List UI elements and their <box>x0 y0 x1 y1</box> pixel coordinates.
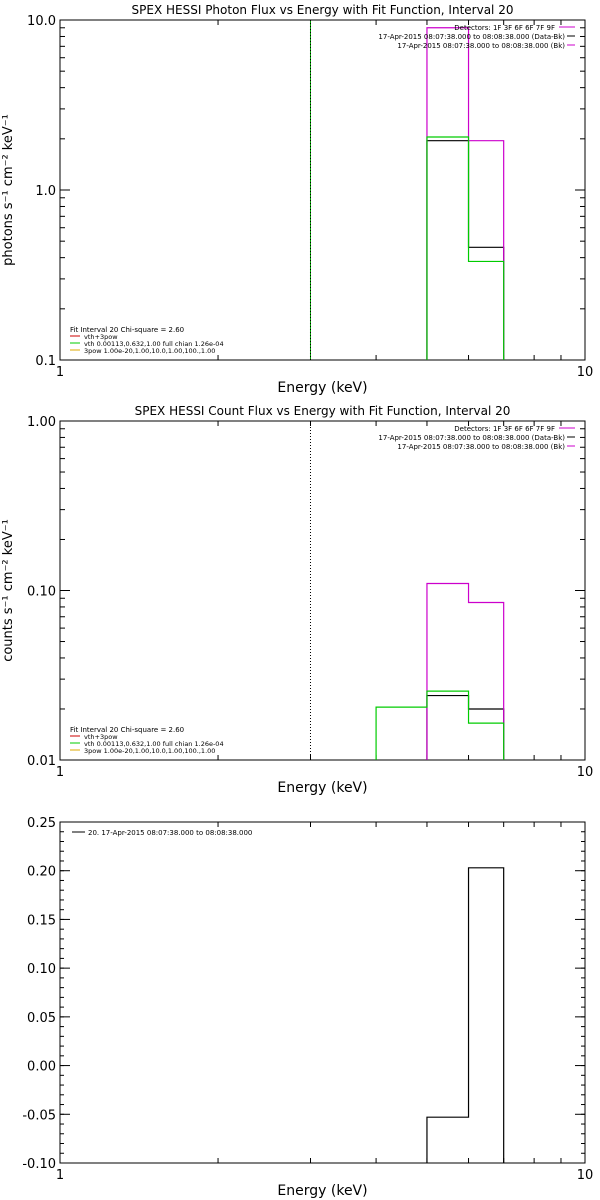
legend-header: Detectors: 1F 3F 6F 6F 7F 9F <box>454 24 555 32</box>
y-tick-label: 0.15 <box>27 913 56 928</box>
y-tick-label: 0.10 <box>27 585 56 600</box>
series-line-2 <box>426 582 505 760</box>
y-axis-label: photons s⁻¹ cm⁻² keV⁻¹ <box>1 114 16 266</box>
y-tick-label: -0.05 <box>22 1108 56 1123</box>
chart-panel-3: 1 10 Energy (keV) -0.10 -0.05 0.00 0.05 0.10 0.1… <box>22 816 593 1199</box>
data-area <box>309 20 505 360</box>
legend-item-label: 17-Apr-2015 08:07:38.000 to 08:08:38.000… <box>397 42 565 50</box>
y-tick-label: 10.0 <box>27 14 56 29</box>
y-tick-label: 1.00 <box>27 415 56 430</box>
data-area <box>426 867 505 1163</box>
x-tick-label: 1 <box>56 365 64 380</box>
plot-frame <box>59 821 586 1164</box>
legend-item-label: 3pow 1.00e-20,1.00,10.0,1.00,100.,1.00 <box>84 347 215 355</box>
y-tick-label: 0.10 <box>27 962 56 977</box>
series-line-3 <box>375 690 505 760</box>
x-axis-label: Energy (keV) <box>277 780 367 796</box>
legend-fit-header: Fit Interval 20 Chi-square = 2.60 <box>70 726 184 734</box>
y-axis-label: counts s⁻¹ cm⁻² keV⁻¹ <box>1 519 16 662</box>
legend-item-label: 20. 17-Apr-2015 08:07:38.000 to 08:08:38… <box>88 829 252 837</box>
chart-panel-2: SPEX HESSI Count Flux vs Energy with Fit… <box>1 404 593 796</box>
y-tick-label: 0.25 <box>27 816 56 831</box>
legend-item-label: vth+3pow <box>84 333 118 341</box>
x-tick-label: 10 <box>577 365 594 380</box>
x-tick-label: 1 <box>56 1168 64 1183</box>
y-tick-label: -0.10 <box>22 1157 56 1172</box>
chart-title: SPEX HESSI Count Flux vs Energy with Fit… <box>135 404 511 418</box>
y-tick-label: 0.01 <box>27 754 56 769</box>
legend-item-label: 3pow 1.00e-20,1.00,10.0,1.00,100.,1.00 <box>84 747 215 755</box>
data-area <box>309 421 505 760</box>
series-line-1 <box>426 694 505 760</box>
legend-item-label: 17-Apr-2015 08:07:38.000 to 08:08:38.000… <box>378 434 565 442</box>
plot-frame <box>59 420 586 761</box>
series-line-3 <box>426 136 505 360</box>
chart-title: SPEX HESSI Photon Flux vs Energy with Fi… <box>132 3 514 17</box>
legend-item-label: vth+3pow <box>84 733 118 741</box>
series-line-1 <box>426 867 505 1163</box>
series-line-1 <box>426 140 505 360</box>
y-tick-label: 0.05 <box>27 1011 56 1026</box>
legend-item-label: vth 0.00113,0.632,1.00 full chian 1.26e-… <box>84 340 224 348</box>
legend-item-label: 17-Apr-2015 08:07:38.000 to 08:08:38.000… <box>378 33 565 41</box>
x-tick-label: 10 <box>577 765 594 780</box>
x-axis-label: Energy (keV) <box>277 380 367 396</box>
y-tick-label: 0.1 <box>35 354 56 369</box>
chart-panel-1: SPEX HESSI Photon Flux vs Energy with Fi… <box>1 3 593 396</box>
x-tick-label: 10 <box>577 1168 594 1183</box>
y-tick-label: 0.20 <box>27 865 56 880</box>
legend-item-label: vth 0.00113,0.632,1.00 full chian 1.26e-… <box>84 740 224 748</box>
y-tick-label: 0.00 <box>27 1060 56 1075</box>
x-tick-label: 1 <box>56 765 64 780</box>
legend-item-label: 17-Apr-2015 08:07:38.000 to 08:08:38.000… <box>397 443 565 451</box>
x-axis-label: Energy (keV) <box>277 1183 367 1199</box>
y-tick-label: 1.0 <box>35 184 56 199</box>
legend-header: Detectors: 1F 3F 6F 6F 7F 9F <box>454 425 555 433</box>
legend-fit-header: Fit Interval 20 Chi-square = 2.60 <box>70 326 184 334</box>
series-line-2 <box>426 27 505 360</box>
plot-frame <box>59 19 586 361</box>
